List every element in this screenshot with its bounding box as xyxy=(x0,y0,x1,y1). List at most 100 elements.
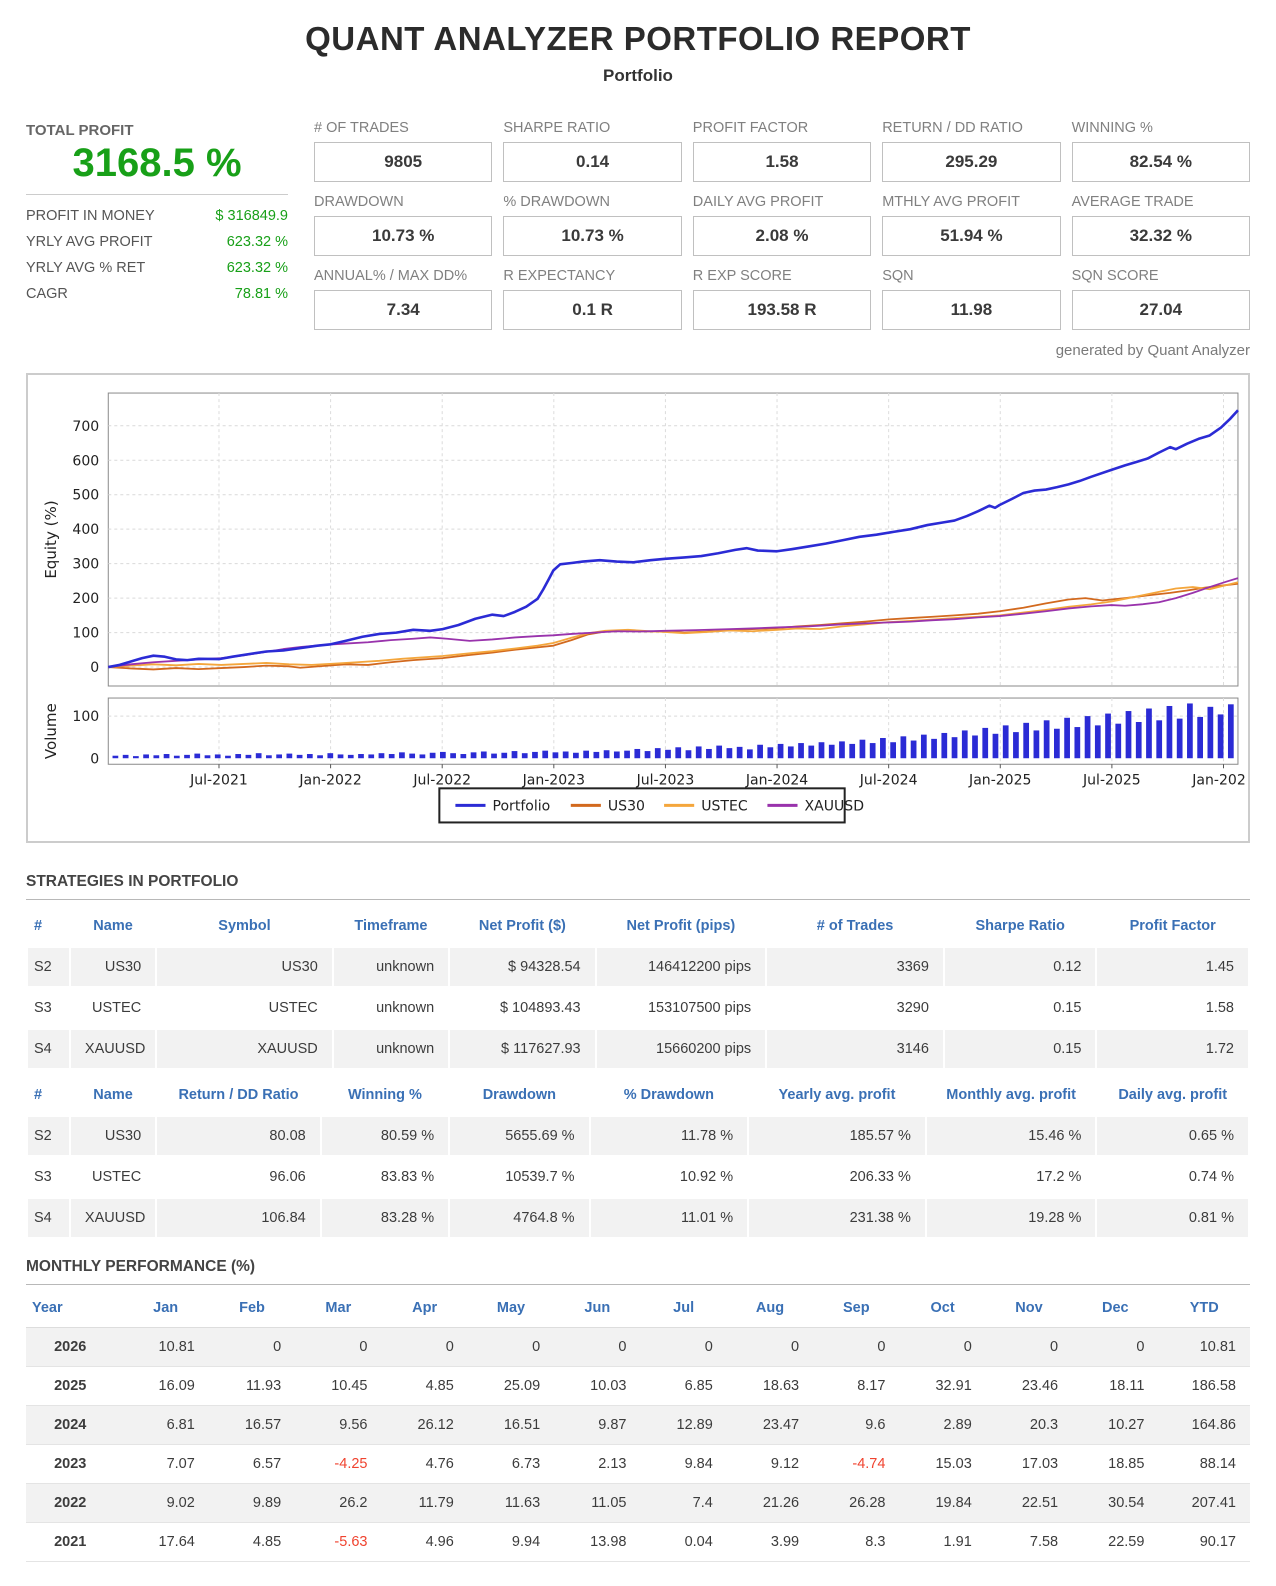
table-cell: US30 xyxy=(70,947,156,986)
table-cell: 10539.7 % xyxy=(505,1168,575,1185)
table-cell: 18.85 xyxy=(1108,1455,1145,1472)
table-cell: 10.92 % xyxy=(679,1168,734,1185)
volume-bar xyxy=(941,732,948,759)
stat: ANNUAL% / MAX DD% 7.34 xyxy=(314,268,493,330)
volume-bar xyxy=(1207,706,1214,759)
table-cell: 0 xyxy=(1050,1338,1059,1355)
volume-bar xyxy=(122,754,129,759)
stat-value-box: 2.08 % xyxy=(692,216,872,256)
legend-label-portfolio: Portfolio xyxy=(493,798,551,814)
table-cell: 146412200 pips xyxy=(596,947,766,986)
volume-bar xyxy=(1197,716,1204,759)
volume-bar xyxy=(1023,722,1030,759)
volume-bar xyxy=(828,744,835,759)
volume-bar xyxy=(255,753,262,759)
row-id-cell: 2026 xyxy=(54,1338,87,1355)
row-id-cell: S2 xyxy=(28,947,69,986)
table-cell: -5.63 xyxy=(334,1533,368,1550)
table-cell: 9.87 xyxy=(598,1416,627,1433)
table-cell: 186.58 xyxy=(1191,1377,1236,1394)
table-cell: 0 xyxy=(445,1338,454,1355)
header-row: # Name Return / DD Ratio Winning % Drawdown%… xyxy=(28,1076,1248,1114)
volume-bar xyxy=(1054,728,1060,759)
stat-label: MTHLY AVG PROFIT xyxy=(882,194,1020,210)
volume-bar xyxy=(286,753,293,759)
column-header: Symbol xyxy=(218,917,271,934)
table-cell: 25.09 xyxy=(503,1377,541,1394)
table-cell: 4.76 xyxy=(425,1455,454,1472)
stat-value-box: 9805 xyxy=(314,142,493,182)
column-header: # xyxy=(34,1086,43,1103)
volume-axis-label: Volume xyxy=(42,703,60,759)
volume-bar xyxy=(706,748,712,759)
table-row: S2 US30 US30 unknown $ 94328.54 146412200 pip… xyxy=(28,947,1248,986)
volume-bar xyxy=(439,751,446,759)
table-cell: 1.91 xyxy=(943,1533,972,1550)
volume-bar xyxy=(1156,720,1163,759)
summary-row-label: PROFIT IN MONEY xyxy=(26,208,155,224)
volume-bar xyxy=(132,756,139,759)
stat: DRAWDOWN 10.73 % xyxy=(314,194,493,256)
table-cell: 0.12 xyxy=(944,947,1096,986)
row-id-cell: 2022 xyxy=(54,1494,87,1511)
x-tick-label: Jul-2021 xyxy=(189,772,248,788)
volume-bar xyxy=(368,754,375,759)
volume-bar xyxy=(1064,717,1070,759)
equity-ytick-label: 0 xyxy=(90,660,99,676)
row-id-cell: S3 xyxy=(34,1168,52,1185)
table-cell: 153107500 pips xyxy=(647,999,752,1016)
table-cell: 88.14 xyxy=(1199,1455,1236,1472)
volume-bar xyxy=(726,748,733,759)
stat-label: DAILY AVG PROFIT xyxy=(692,194,824,210)
volume-bar xyxy=(931,738,937,759)
stat-value-box: 10.73 % xyxy=(314,216,493,256)
summary-divider xyxy=(26,194,288,195)
stat: RETURN / DD RATIO 295.29 xyxy=(882,120,1061,182)
table-cell: 4.85 xyxy=(425,1377,454,1394)
table-cell: 11.78 % xyxy=(590,1116,748,1155)
column-header: Timeframe xyxy=(354,917,428,934)
table-cell: 0 xyxy=(963,1338,972,1355)
table-cell: 6.73 xyxy=(511,1455,541,1472)
volume-bar xyxy=(1135,721,1142,759)
volume-bar xyxy=(511,751,518,759)
volume-bar xyxy=(910,740,917,759)
table-cell: 3369 xyxy=(767,947,943,986)
stat: WINNING % 82.54 % xyxy=(1071,120,1250,182)
volume-bar xyxy=(1084,716,1091,759)
volume-bar xyxy=(583,750,589,759)
stat: SHARPE RATIO 0.14 xyxy=(503,120,682,182)
column-header: Return / DD Ratio xyxy=(178,1086,299,1103)
portfolio-line xyxy=(108,409,1239,669)
stat-label: % DRAWDOWN xyxy=(503,194,610,210)
strategies-table-performance: # Name Symbol Timeframe Net Profit ($) Net Pr… xyxy=(26,904,1250,1071)
volume-bar xyxy=(337,754,344,759)
table-cell: 32.91 xyxy=(935,1377,972,1394)
volume-bar xyxy=(716,745,723,759)
volume-bar xyxy=(327,753,334,759)
equity-ytick-label: 200 xyxy=(72,591,99,607)
table-cell: 96.06 xyxy=(269,1168,306,1185)
table-cell: 17.2 % xyxy=(1036,1168,1082,1185)
table-cell: 16.57 xyxy=(244,1416,282,1433)
table-cell: 11.05 xyxy=(591,1494,627,1511)
table-cell: 0.15 xyxy=(944,1029,1096,1068)
table-cell: 22.59 xyxy=(1108,1533,1145,1550)
table-cell: 26.28 xyxy=(849,1494,886,1511)
stat-value-box: 193.58 R xyxy=(692,290,872,330)
table-cell: 90.17 xyxy=(1199,1533,1236,1550)
column-header: # xyxy=(34,917,43,934)
header-row: Year Jan Feb Mar Apr May Jun Jul Aug Sep Oct Nov Dec… xyxy=(26,1289,1250,1327)
table-cell: 0 xyxy=(704,1338,713,1355)
x-tick-label: Jan-2025 xyxy=(968,772,1031,788)
table-cell: 6.57 xyxy=(252,1455,282,1472)
table-cell: 80.08 xyxy=(157,1116,320,1155)
volume-bar xyxy=(184,754,190,759)
table-cell: 4.85 xyxy=(252,1533,282,1550)
column-header: Name xyxy=(93,1086,133,1103)
volume-bar xyxy=(480,751,487,759)
equity-ytick-label: 600 xyxy=(72,453,99,469)
table-cell: USTEC xyxy=(92,999,142,1016)
volume-bar xyxy=(900,736,907,759)
table-cell: 1.58 xyxy=(1205,999,1234,1016)
